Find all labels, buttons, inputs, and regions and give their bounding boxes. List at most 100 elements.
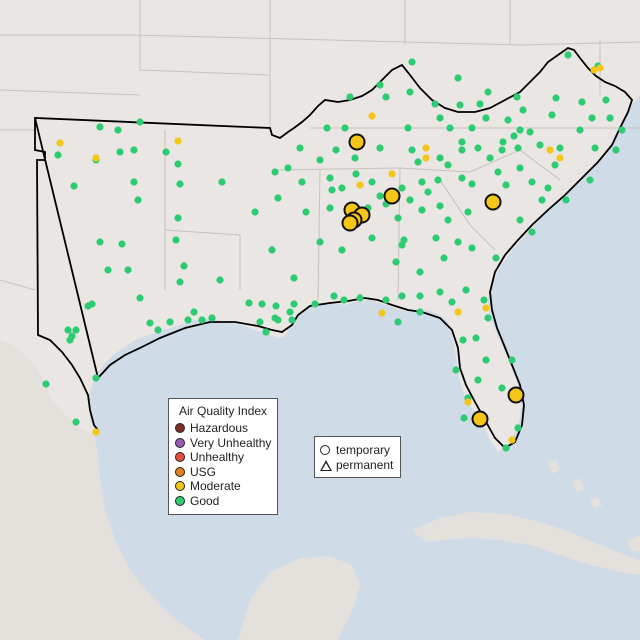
good-monitor-dot[interactable]	[482, 114, 490, 122]
good-monitor-dot[interactable]	[290, 274, 298, 282]
good-monitor-dot[interactable]	[286, 308, 294, 316]
good-monitor-dot[interactable]	[392, 258, 400, 266]
good-monitor-dot[interactable]	[104, 266, 112, 274]
good-monitor-dot[interactable]	[436, 154, 444, 162]
good-monitor-dot[interactable]	[326, 174, 334, 182]
good-monitor-dot[interactable]	[424, 188, 432, 196]
good-monitor-dot[interactable]	[444, 216, 452, 224]
good-monitor-dot[interactable]	[326, 204, 334, 212]
good-monitor-dot[interactable]	[519, 106, 527, 114]
good-monitor-dot[interactable]	[494, 168, 502, 176]
good-monitor-dot[interactable]	[330, 292, 338, 300]
good-monitor-dot[interactable]	[256, 318, 264, 326]
moderate-monitor-dot[interactable]	[368, 112, 376, 120]
moderate-monitor-dot[interactable]	[556, 154, 564, 162]
good-monitor-dot[interactable]	[444, 161, 452, 169]
good-monitor-dot[interactable]	[251, 208, 259, 216]
good-monitor-dot[interactable]	[72, 418, 80, 426]
good-monitor-dot[interactable]	[72, 326, 80, 334]
good-monitor-dot[interactable]	[476, 100, 484, 108]
good-monitor-dot[interactable]	[290, 300, 298, 308]
good-monitor-dot[interactable]	[154, 326, 162, 334]
good-monitor-dot[interactable]	[130, 146, 138, 154]
good-monitor-dot[interactable]	[368, 178, 376, 186]
good-monitor-dot[interactable]	[454, 238, 462, 246]
good-monitor-dot[interactable]	[338, 246, 346, 254]
moderate-monitor-dot[interactable]	[92, 154, 100, 162]
moderate-monitor-dot[interactable]	[378, 309, 386, 317]
good-monitor-dot[interactable]	[190, 308, 198, 316]
good-monitor-dot[interactable]	[316, 156, 324, 164]
good-monitor-dot[interactable]	[274, 194, 282, 202]
good-monitor-dot[interactable]	[394, 318, 402, 326]
good-monitor-dot[interactable]	[462, 286, 470, 294]
good-monitor-dot[interactable]	[468, 124, 476, 132]
good-monitor-dot[interactable]	[216, 276, 224, 284]
good-monitor-dot[interactable]	[406, 88, 414, 96]
moderate-temporary-monitor[interactable]	[471, 410, 489, 428]
good-monitor-dot[interactable]	[484, 314, 492, 322]
good-monitor-dot[interactable]	[134, 196, 142, 204]
good-monitor-dot[interactable]	[414, 158, 422, 166]
good-monitor-dot[interactable]	[551, 161, 559, 169]
good-monitor-dot[interactable]	[446, 124, 454, 132]
good-monitor-dot[interactable]	[514, 144, 522, 152]
good-monitor-dot[interactable]	[464, 208, 472, 216]
good-monitor-dot[interactable]	[96, 123, 104, 131]
good-monitor-dot[interactable]	[218, 178, 226, 186]
good-monitor-dot[interactable]	[340, 296, 348, 304]
good-monitor-dot[interactable]	[548, 111, 556, 119]
good-monitor-dot[interactable]	[536, 141, 544, 149]
good-monitor-dot[interactable]	[504, 116, 512, 124]
moderate-monitor-dot[interactable]	[388, 170, 396, 178]
good-monitor-dot[interactable]	[198, 316, 206, 324]
good-monitor-dot[interactable]	[472, 334, 480, 342]
moderate-monitor-dot[interactable]	[422, 144, 430, 152]
good-monitor-dot[interactable]	[480, 296, 488, 304]
good-monitor-dot[interactable]	[612, 146, 620, 154]
moderate-monitor-dot[interactable]	[422, 154, 430, 162]
good-monitor-dot[interactable]	[92, 374, 100, 382]
good-monitor-dot[interactable]	[271, 168, 279, 176]
good-monitor-dot[interactable]	[432, 234, 440, 242]
good-monitor-dot[interactable]	[544, 184, 552, 192]
good-monitor-dot[interactable]	[351, 154, 359, 162]
good-monitor-dot[interactable]	[176, 278, 184, 286]
good-monitor-dot[interactable]	[538, 196, 546, 204]
good-monitor-dot[interactable]	[606, 114, 614, 122]
good-monitor-dot[interactable]	[556, 144, 564, 152]
moderate-monitor-dot[interactable]	[174, 137, 182, 145]
good-monitor-dot[interactable]	[482, 356, 490, 364]
good-monitor-dot[interactable]	[458, 174, 466, 182]
good-monitor-dot[interactable]	[513, 93, 521, 101]
good-monitor-dot[interactable]	[492, 254, 500, 262]
good-monitor-dot[interactable]	[64, 326, 72, 334]
good-monitor-dot[interactable]	[436, 288, 444, 296]
good-monitor-dot[interactable]	[452, 366, 460, 374]
good-monitor-dot[interactable]	[162, 148, 170, 156]
good-monitor-dot[interactable]	[268, 246, 276, 254]
good-monitor-dot[interactable]	[486, 154, 494, 162]
moderate-monitor-dot[interactable]	[92, 428, 100, 436]
good-monitor-dot[interactable]	[618, 126, 626, 134]
good-monitor-dot[interactable]	[498, 384, 506, 392]
good-monitor-dot[interactable]	[454, 74, 462, 82]
good-monitor-dot[interactable]	[208, 314, 216, 322]
good-monitor-dot[interactable]	[174, 160, 182, 168]
good-monitor-dot[interactable]	[332, 146, 340, 154]
good-monitor-dot[interactable]	[436, 114, 444, 122]
good-monitor-dot[interactable]	[114, 126, 122, 134]
good-monitor-dot[interactable]	[434, 176, 442, 184]
good-monitor-dot[interactable]	[456, 101, 464, 109]
good-monitor-dot[interactable]	[498, 146, 506, 154]
good-monitor-dot[interactable]	[180, 262, 188, 270]
good-monitor-dot[interactable]	[118, 240, 126, 248]
good-monitor-dot[interactable]	[528, 178, 536, 186]
good-monitor-dot[interactable]	[184, 316, 192, 324]
good-monitor-dot[interactable]	[42, 380, 50, 388]
good-monitor-dot[interactable]	[166, 318, 174, 326]
good-monitor-dot[interactable]	[418, 206, 426, 214]
good-monitor-dot[interactable]	[416, 268, 424, 276]
good-monitor-dot[interactable]	[474, 144, 482, 152]
good-monitor-dot[interactable]	[376, 144, 384, 152]
